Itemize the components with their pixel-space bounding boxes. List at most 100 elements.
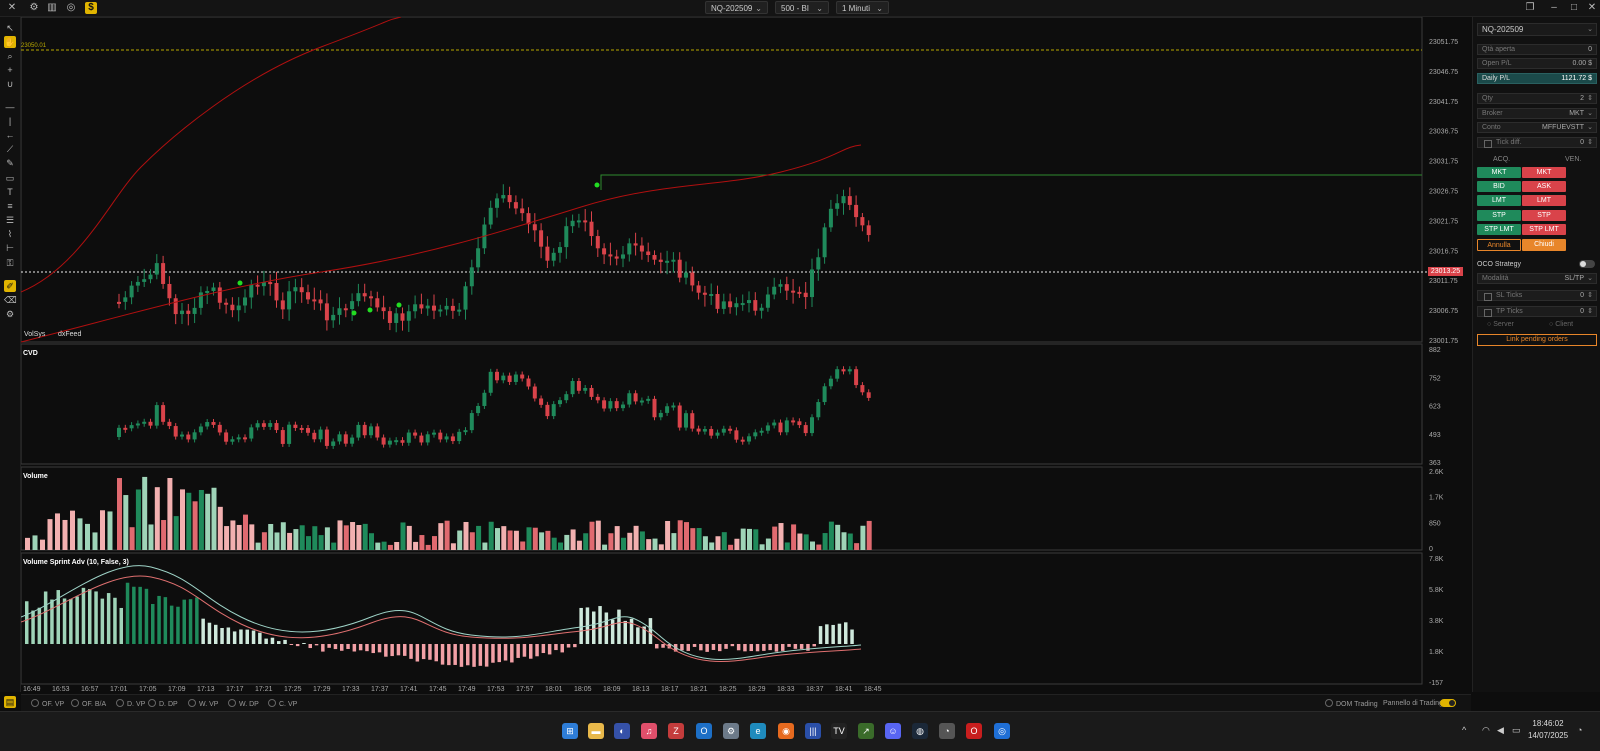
sell-ask-button[interactable]: ASK xyxy=(1522,181,1566,192)
outlook-icon[interactable]: O xyxy=(696,723,712,739)
volume-bar xyxy=(450,543,456,550)
sl-ticks-checkbox[interactable] xyxy=(1484,293,1492,301)
close-icon[interactable]: ✕ xyxy=(1587,2,1597,13)
settings-icon[interactable]: ⚙ xyxy=(723,723,739,739)
close-icon[interactable]: ✕ xyxy=(7,2,17,13)
chiudi-button[interactable]: Chiudi xyxy=(1522,239,1566,251)
modalita-select[interactable]: Modalità SL/TP ⌄ xyxy=(1477,273,1597,284)
tick-diff-checkbox[interactable] xyxy=(1484,140,1492,148)
app-icon[interactable]: ◐ xyxy=(614,723,630,739)
annulla-button[interactable]: Annulla xyxy=(1477,239,1521,251)
sell-stp-lmt-button[interactable]: STP LMT xyxy=(1522,224,1566,235)
zoom-icon[interactable]: ⌕ xyxy=(7,51,13,61)
rectangle-icon[interactable]: ▭ xyxy=(5,173,15,183)
client-radio[interactable]: ○ Client xyxy=(1549,321,1574,328)
chart-canvas[interactable]: 23051.75 23046.75 23041.75 23036.75 23031.75… xyxy=(20,16,1471,693)
indicator-d-dp[interactable]: D. DP xyxy=(148,699,178,709)
buy-stp-lmt-button[interactable]: STP LMT xyxy=(1477,224,1521,235)
qty-field[interactable]: Qty 2 ⇕ xyxy=(1477,93,1597,104)
tick-diff-field[interactable]: Tick diff. 0 ⇕ xyxy=(1477,137,1597,148)
buy-bid-button[interactable]: BID xyxy=(1477,181,1521,192)
buy-lmt-button[interactable]: LMT xyxy=(1477,195,1521,206)
hand-icon[interactable]: ✋ xyxy=(4,36,16,48)
notification-icon[interactable]: ◔ xyxy=(1577,725,1583,735)
clock-time[interactable]: 18:46:02 xyxy=(1532,719,1564,728)
buy-mkt-button[interactable]: MKT xyxy=(1477,167,1521,178)
zip-icon[interactable]: Z xyxy=(668,723,684,739)
text-icon[interactable]: T xyxy=(7,187,13,197)
indicator-d-vp[interactable]: D. VP xyxy=(116,699,145,709)
vertical-line-icon[interactable]: | xyxy=(8,116,12,126)
network-app-icon[interactable]: ◎ xyxy=(994,723,1010,739)
bars-type-select[interactable]: 500 - BI ⌄ xyxy=(775,1,829,14)
panel-symbol-select[interactable]: NQ-202509 ⌄ xyxy=(1477,23,1597,36)
pointer-icon[interactable]: ↖ xyxy=(6,23,14,33)
wifi-icon[interactable]: ◠ xyxy=(1482,725,1490,735)
volume-bar xyxy=(324,527,330,550)
tradingview-icon[interactable]: TV xyxy=(831,723,847,739)
opera-icon[interactable]: O xyxy=(966,723,982,739)
speaker-icon[interactable]: ◀ xyxy=(1497,725,1504,735)
brush-icon[interactable]: ⌇ xyxy=(7,229,13,239)
eraser-icon[interactable]: ⌫ xyxy=(4,295,17,305)
file-explorer-icon[interactable]: ▬ xyxy=(588,723,604,739)
firefox-icon[interactable]: ◉ xyxy=(778,723,794,739)
dom-trading-toggle[interactable]: DOM Trading xyxy=(1325,699,1378,709)
edge-icon[interactable]: e xyxy=(750,723,766,739)
sl-ticks-field[interactable]: SL Ticks 0 ⇕ xyxy=(1477,290,1597,301)
clock-date[interactable]: 14/07/2025 xyxy=(1528,731,1569,740)
highlight-icon[interactable]: ✐ xyxy=(4,280,16,292)
chevron-up-icon[interactable]: ^ xyxy=(1462,725,1467,735)
chart-area[interactable]: 23051.75 23046.75 23041.75 23036.75 23031.75… xyxy=(20,16,1471,693)
indicator-c-vp[interactable]: C. VP xyxy=(268,699,297,709)
server-radio[interactable]: ○ Server xyxy=(1487,321,1514,328)
window-restore-icon[interactable]: ❐ xyxy=(1525,2,1535,13)
buy-stp-button[interactable]: STP xyxy=(1477,210,1521,221)
conto-select[interactable]: Conto MFFUEVSTT ⌄ xyxy=(1477,122,1597,133)
stepper-icon[interactable]: ⇕ xyxy=(1587,95,1593,102)
battery-icon[interactable]: ▭ xyxy=(1512,725,1521,735)
indicator-of-vp[interactable]: OF. VP xyxy=(31,699,64,709)
measure-icon[interactable]: ⊢ xyxy=(6,243,14,253)
fibonacci-icon[interactable]: ≡ xyxy=(7,201,13,211)
sell-stp-button[interactable]: STP xyxy=(1522,210,1566,221)
pencil-icon[interactable]: ✎ xyxy=(6,158,14,168)
minimize-icon[interactable]: – xyxy=(1551,2,1557,13)
settings-icon[interactable]: ⚙ xyxy=(5,309,15,319)
target-icon[interactable]: ◎ xyxy=(66,2,76,13)
music-icon[interactable]: ♫ xyxy=(641,723,657,739)
crosshair-icon[interactable]: + xyxy=(7,65,13,75)
calendar-icon[interactable]: ◔ xyxy=(939,723,955,739)
magnet-icon[interactable]: ∪ xyxy=(6,79,14,89)
timeframe-select[interactable]: 1 Minuti ⌄ xyxy=(836,1,889,14)
indicator-of-ba[interactable]: OF. B/A xyxy=(71,699,106,709)
trading-panel-toggle[interactable] xyxy=(1440,699,1456,707)
ray-icon[interactable]: ← xyxy=(5,130,15,140)
indicator-w-dp[interactable]: W. DP xyxy=(228,699,259,709)
list-icon[interactable]: ☰ xyxy=(5,215,15,225)
maximize-icon[interactable]: □ xyxy=(1570,2,1578,13)
symbol-select[interactable]: NQ-202509 ⌄ xyxy=(705,1,768,14)
sell-mkt-button[interactable]: MKT xyxy=(1522,167,1566,178)
oco-strategy-toggle[interactable] xyxy=(1579,260,1595,268)
windows-start-icon[interactable]: ⊞ xyxy=(562,723,578,739)
trend-line-icon[interactable]: ⟋ xyxy=(6,144,14,154)
trading-app-icon[interactable]: ||| xyxy=(805,723,821,739)
lock-icon[interactable]: ⚿ xyxy=(6,258,14,268)
tp-ticks-field[interactable]: TP Ticks 0 ⇕ xyxy=(1477,306,1597,317)
sell-lmt-button[interactable]: LMT xyxy=(1522,195,1566,206)
horizontal-line-icon[interactable]: — xyxy=(5,102,15,112)
tp-ticks-checkbox[interactable] xyxy=(1484,309,1492,317)
broker-select[interactable]: Broker MKT ⌄ xyxy=(1477,108,1597,119)
steam-icon[interactable]: ◍ xyxy=(912,723,928,739)
panel-toggle-icon[interactable]: ▤ xyxy=(4,696,16,708)
sprint-bar xyxy=(75,596,79,644)
sliders-icon[interactable]: ⚙ xyxy=(29,2,39,13)
bar-chart-icon[interactable]: ▥ xyxy=(47,2,57,13)
indicator-w-vp[interactable]: W. VP xyxy=(188,699,218,709)
link-pending-orders-button[interactable]: Link pending orders xyxy=(1477,334,1597,346)
discord-icon[interactable]: ☺ xyxy=(885,723,901,739)
dollar-icon[interactable]: $ xyxy=(85,2,97,14)
chart-app-icon[interactable]: ↗ xyxy=(858,723,874,739)
price-candle xyxy=(709,294,714,297)
